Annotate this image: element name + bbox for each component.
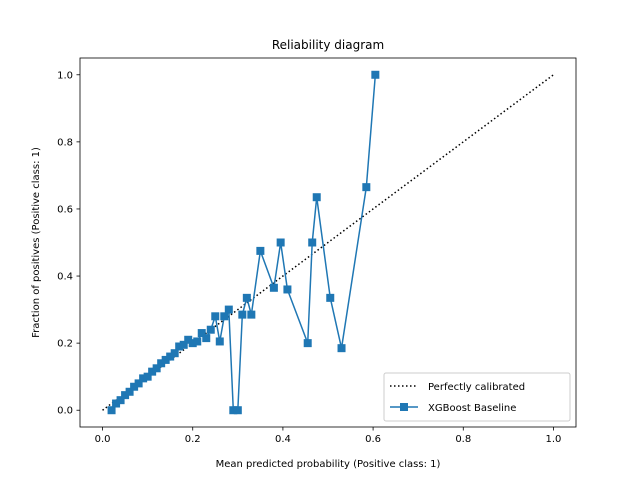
y-tick-label: 0.6 (57, 204, 73, 215)
data-point-xgboost-baseline (166, 352, 175, 361)
x-tick-label: 1.0 (546, 434, 562, 445)
data-point-xgboost-baseline (197, 329, 206, 338)
y-axis-label: Fraction of positives (Positive class: 1… (31, 147, 42, 338)
data-point-xgboost-baseline (276, 238, 285, 247)
data-point-xgboost-baseline (148, 367, 157, 376)
data-point-xgboost-baseline (134, 379, 143, 388)
data-point-xgboost-baseline (157, 359, 166, 368)
data-point-xgboost-baseline (139, 374, 148, 383)
data-point-xgboost-baseline (161, 355, 170, 364)
x-tick-label: 0.8 (455, 434, 471, 445)
data-point-xgboost-baseline (116, 396, 125, 405)
data-point-xgboost-baseline (303, 339, 312, 348)
y-tick-label: 1.0 (57, 70, 73, 81)
data-point-xgboost-baseline (202, 334, 211, 343)
y-tick-label: 0.0 (57, 406, 73, 417)
data-point-xgboost-baseline (220, 312, 229, 321)
legend-label-xgboost-baseline: XGBoost Baseline (428, 403, 516, 414)
data-point-xgboost-baseline (337, 344, 346, 353)
legend: Perfectly calibrated XGBoost Baseline (383, 372, 571, 422)
data-point-xgboost-baseline (112, 399, 121, 408)
data-point-xgboost-baseline (256, 246, 265, 255)
data-point-xgboost-baseline (170, 349, 179, 358)
data-point-xgboost-baseline (269, 283, 278, 292)
y-tick-label: 0.2 (57, 339, 73, 350)
data-point-xgboost-baseline (224, 305, 233, 314)
data-point-xgboost-baseline (283, 285, 292, 294)
x-tick-label: 0.6 (365, 434, 381, 445)
data-point-xgboost-baseline (125, 387, 134, 396)
data-point-xgboost-baseline (233, 406, 242, 415)
data-point-xgboost-baseline (175, 342, 184, 351)
legend-label-perfectly-calibrated: Perfectly calibrated (428, 382, 525, 393)
chart-title: Reliability diagram (272, 38, 384, 52)
axis-ticks: 0.0 0.2 0.4 0.6 0.8 1.0 0.0 0.2 0.4 0.6 0.8 1.0 (57, 70, 561, 445)
y-tick-label: 0.8 (57, 137, 73, 148)
data-point-xgboost-baseline (188, 339, 197, 348)
data-point-xgboost-baseline (107, 406, 116, 415)
data-point-xgboost-baseline (238, 310, 247, 319)
axes-frame (79, 57, 577, 428)
legend-box (383, 372, 571, 422)
data-point-xgboost-baseline (206, 325, 215, 334)
data-point-xgboost-baseline (211, 312, 220, 321)
data-point-xgboost-baseline (121, 391, 130, 400)
series-line-perfectly-calibrated (102, 74, 554, 411)
data-point-xgboost-baseline (179, 340, 188, 349)
x-tick-label: 0.2 (185, 434, 201, 445)
data-point-xgboost-baseline (312, 193, 321, 202)
data-point-xgboost-baseline (242, 293, 251, 302)
data-point-xgboost-baseline (184, 335, 193, 344)
data-point-xgboost-baseline (371, 70, 380, 79)
data-point-xgboost-baseline (193, 337, 202, 346)
y-tick-label: 0.4 (57, 272, 73, 283)
data-point-xgboost-baseline (143, 372, 152, 381)
data-point-xgboost-baseline (229, 406, 238, 415)
data-point-xgboost-baseline (362, 183, 371, 192)
data-point-xgboost-baseline (247, 310, 256, 319)
plot-area (102, 70, 554, 415)
x-axis-label: Mean predicted probability (Positive cla… (216, 459, 441, 470)
data-point-xgboost-baseline (326, 293, 335, 302)
data-point-xgboost-baseline (130, 382, 139, 391)
x-tick-label: 0.0 (95, 434, 111, 445)
data-point-xgboost-baseline (152, 364, 161, 373)
x-tick-label: 0.4 (275, 434, 291, 445)
legend-swatch-xgboost-baseline-marker (400, 403, 408, 411)
data-point-xgboost-baseline (215, 337, 224, 346)
data-point-xgboost-baseline (308, 238, 317, 247)
